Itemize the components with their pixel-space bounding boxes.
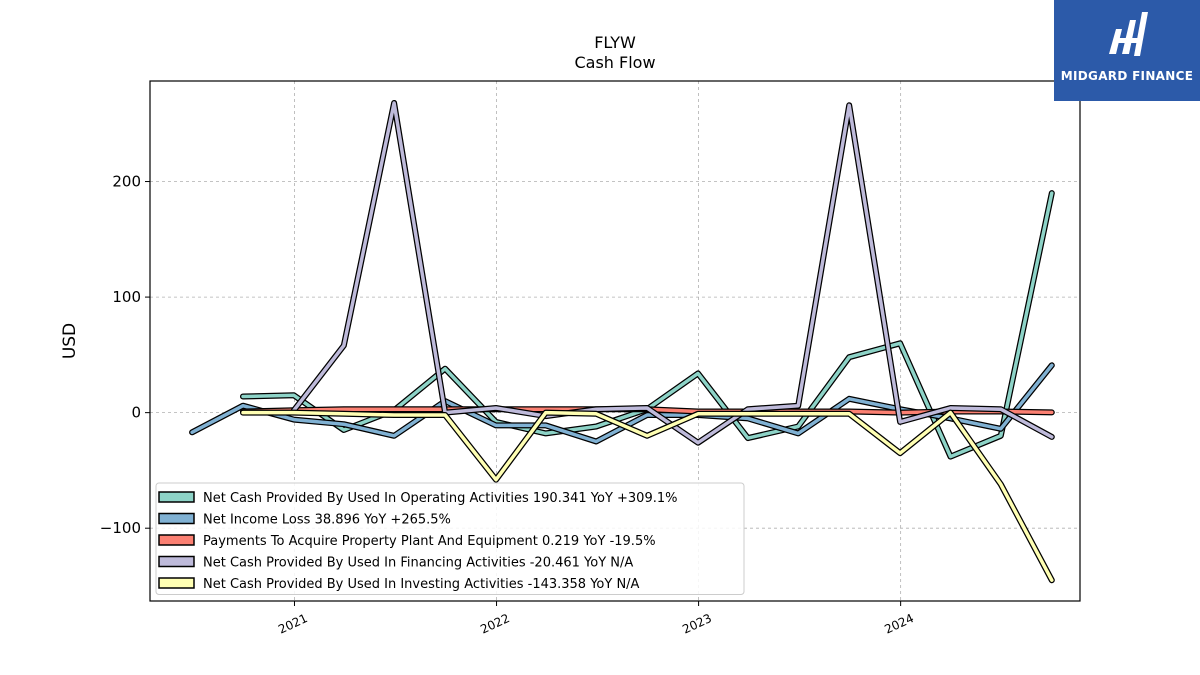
- legend-swatch: [158, 555, 195, 568]
- y-tick-label: 200: [112, 173, 141, 191]
- legend-swatch: [158, 491, 195, 503]
- legend-swatch: [158, 534, 195, 546]
- y-tick-label: 0: [131, 404, 141, 422]
- x-tick-label: 2022: [478, 611, 512, 637]
- legend-label: Payments To Acquire Property Plant And E…: [203, 534, 656, 549]
- y-axis-label: USD: [60, 323, 80, 359]
- y-tick-label: 100: [112, 288, 141, 306]
- legend-label: Net Cash Provided By Used In Financing A…: [203, 556, 633, 571]
- legend-swatch: [158, 577, 195, 589]
- chart-subtitle: Cash Flow: [574, 53, 656, 72]
- legend-label: Net Income Loss 38.896 YoY +265.5%: [203, 513, 451, 528]
- brand-logo[interactable]: MIDGARD FINANCE: [1054, 0, 1200, 101]
- x-tick-label: 2021: [276, 611, 310, 637]
- legend-box: [155, 482, 745, 595]
- legend-label: Net Cash Provided By Used In Investing A…: [203, 577, 640, 592]
- chart-title: FLYW: [594, 33, 636, 52]
- y-tick-label: −100: [100, 519, 141, 537]
- x-tick-label: 2023: [680, 611, 714, 637]
- x-tick-label: 2024: [882, 611, 916, 637]
- logo-text: MIDGARD FINANCE: [1060, 69, 1194, 83]
- axes-frame: [149, 80, 1081, 602]
- legend: Net Cash Provided By Used In Operating A…: [155, 482, 745, 595]
- series-4: [240, 409, 1055, 584]
- series-line: [241, 410, 1054, 582]
- logo-mark-icon: [1109, 12, 1148, 56]
- legend-label: Net Cash Provided By Used In Operating A…: [203, 491, 677, 506]
- legend-swatch: [158, 512, 195, 525]
